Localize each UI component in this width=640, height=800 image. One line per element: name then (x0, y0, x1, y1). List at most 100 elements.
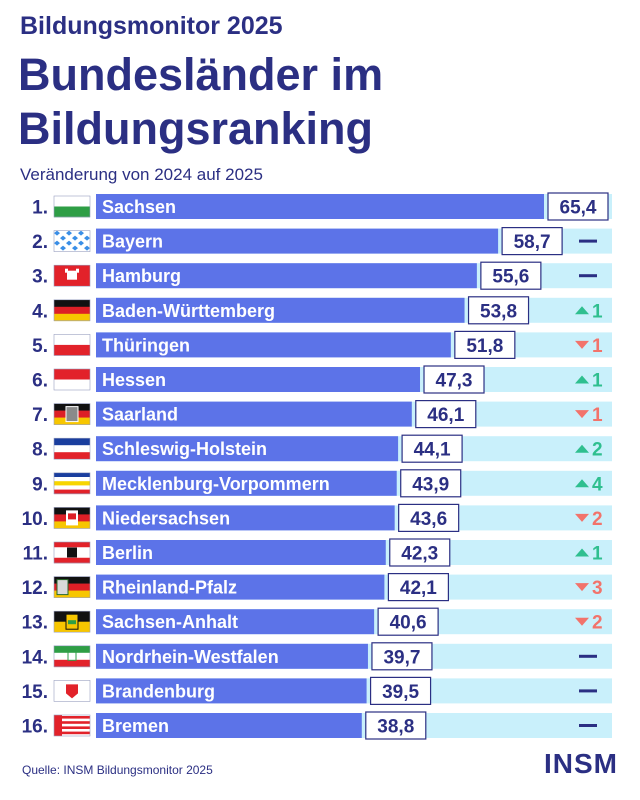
row-4: 4. Baden-Württemberg 53,8 1 (32, 296, 612, 325)
rank-label: 4. (32, 301, 48, 322)
value-label: 65,4 (560, 198, 597, 219)
value-bar (96, 194, 544, 219)
rank-label: 7. (32, 405, 48, 426)
row-12: 12. Rheinland-Pfalz 42,1 3 (22, 572, 612, 602)
row-1: 1. Sachsen 65,4 (32, 192, 612, 221)
value-box (467, 296, 530, 325)
state-name: Baden-Württemberg (102, 301, 275, 321)
change-label: 2 (592, 440, 603, 461)
value-label: 53,8 (480, 301, 517, 322)
row-2: 2. Bayern 58,7 (32, 227, 612, 256)
value-bar (96, 228, 499, 254)
state-name: Sachsen-Anhalt (102, 612, 238, 632)
state-name: Hamburg (102, 266, 181, 286)
value-box (371, 642, 433, 671)
rank-label: 1. (32, 198, 48, 219)
main-title-line-2: Bildungsranking (18, 103, 374, 154)
value-box (501, 227, 563, 256)
flag-icon (53, 645, 91, 668)
value-box (387, 572, 449, 602)
value-box (400, 469, 462, 498)
arrow-up-icon (575, 375, 589, 384)
value-label: 43,6 (410, 509, 447, 530)
change-label: 4 (592, 474, 603, 495)
rank-label: 15. (22, 682, 48, 703)
value-bar (96, 643, 368, 669)
state-name: Bremen (102, 716, 169, 736)
insm-logo: INSM (544, 748, 618, 779)
rank-label: 12. (22, 578, 48, 599)
value-bar (96, 609, 375, 635)
arrow-down-icon (575, 583, 589, 592)
rank-label: 16. (22, 717, 48, 738)
value-label: 47,3 (436, 371, 473, 392)
change-label: 2 (592, 509, 603, 530)
flag-icon (53, 714, 91, 737)
value-label: 46,1 (427, 405, 464, 426)
value-box (389, 538, 451, 567)
value-bar (96, 470, 397, 496)
rank-label: 6. (32, 371, 48, 392)
change-label: 1 (592, 371, 603, 392)
value-bar (96, 713, 362, 738)
row-13: 13. Sachsen-Anhalt 40,6 2 (22, 607, 612, 636)
row-8: 8. Schleswig-Holstein 44,1 2 (32, 434, 612, 463)
main-title: Bundesländer im Bildungsranking (18, 48, 383, 156)
value-bar (96, 401, 412, 427)
state-name: Nordrhein-Westfalen (102, 647, 279, 667)
kicker-title: Bildungsmonitor 2025 (20, 12, 283, 40)
flag-icon (53, 541, 91, 564)
row-5: 5. Thüringen 51,8 1 (32, 330, 612, 359)
value-bar (96, 436, 399, 462)
state-name: Bayern (102, 232, 163, 252)
rank-label: 2. (32, 232, 48, 253)
row-14: 14. Nordrhein-Westfalen 39,7 (22, 642, 612, 671)
value-bar (96, 367, 421, 392)
state-name: Niedersachsen (102, 508, 230, 528)
change-label: 1 (592, 301, 603, 322)
value-box (480, 261, 542, 290)
flag-icon (53, 403, 91, 425)
value-label: 44,1 (414, 440, 451, 461)
value-bar (96, 678, 367, 704)
state-name: Berlin (102, 543, 153, 563)
value-label: 39,7 (383, 647, 420, 668)
arrow-down-icon (575, 340, 589, 349)
rank-label: 14. (22, 647, 48, 668)
flag-icon (53, 680, 91, 702)
value-bar (96, 540, 386, 565)
value-box (377, 607, 439, 636)
value-box (415, 400, 477, 429)
no-change-icon (579, 654, 597, 658)
change-label: 1 (592, 405, 603, 426)
source-note: Quelle: INSM Bildungsmonitor 2025 (22, 763, 213, 777)
flag-icon (53, 472, 91, 495)
row-10: 10. Niedersachsen 43,6 2 (22, 503, 612, 532)
row-16: 16. Bremen 38,8 (22, 711, 612, 740)
value-label: 43,9 (412, 474, 449, 495)
arrow-up-icon (575, 479, 589, 488)
flag-icon (53, 507, 91, 529)
row-15: 15. Brandenburg 39,5 (22, 676, 612, 706)
arrow-up-icon (575, 548, 589, 557)
arrow-up-icon (575, 306, 589, 315)
flag-icon (53, 299, 91, 322)
rank-label: 3. (32, 267, 48, 288)
rank-label: 9. (32, 474, 48, 495)
arrow-down-icon (575, 513, 589, 522)
state-name: Schleswig-Holstein (102, 439, 267, 459)
state-name: Saarland (102, 405, 178, 425)
value-bar (96, 574, 385, 600)
value-box (398, 503, 460, 532)
no-change-icon (579, 724, 597, 727)
value-label: 40,6 (390, 613, 427, 634)
value-bar (96, 505, 395, 531)
arrow-down-icon (575, 617, 589, 626)
value-box (423, 365, 485, 394)
flag-icon (53, 334, 91, 356)
flag-icon (53, 368, 91, 391)
flag-icon (53, 264, 91, 287)
main-title-line-1: Bundesländer im (18, 49, 384, 100)
state-name: Thüringen (102, 335, 190, 355)
